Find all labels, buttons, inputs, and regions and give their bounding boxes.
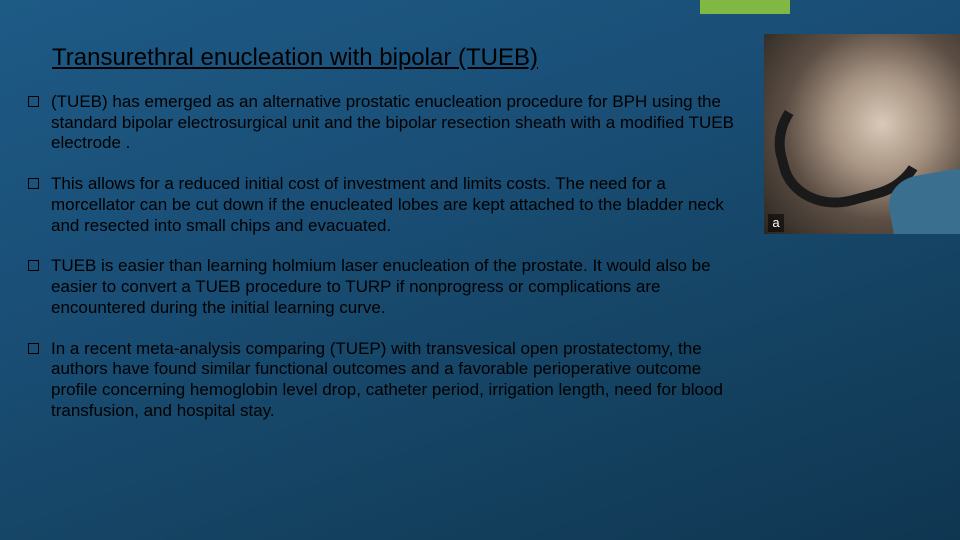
list-item: TUEB is easier than learning holmium las…: [28, 256, 738, 318]
slide-title: Transurethral enucleation with bipolar (…: [52, 44, 538, 72]
accent-bar: [700, 0, 790, 14]
figure-label: a: [768, 214, 784, 232]
bullet-text: (TUEB) has emerged as an alternative pro…: [51, 92, 738, 154]
bullet-text: TUEB is easier than learning holmium las…: [51, 256, 738, 318]
list-item: In a recent meta-analysis comparing (TUE…: [28, 339, 738, 422]
bullet-list: (TUEB) has emerged as an alternative pro…: [28, 92, 738, 442]
slide: Transurethral enucleation with bipolar (…: [0, 0, 960, 540]
bullet-icon: [28, 260, 39, 271]
bullet-icon: [28, 343, 39, 354]
bullet-icon: [28, 96, 39, 107]
bullet-text: This allows for a reduced initial cost o…: [51, 174, 738, 236]
list-item: (TUEB) has emerged as an alternative pro…: [28, 92, 738, 154]
bullet-icon: [28, 178, 39, 189]
bullet-text: In a recent meta-analysis comparing (TUE…: [51, 339, 738, 422]
endoscopic-image: a: [764, 34, 960, 234]
list-item: This allows for a reduced initial cost o…: [28, 174, 738, 236]
